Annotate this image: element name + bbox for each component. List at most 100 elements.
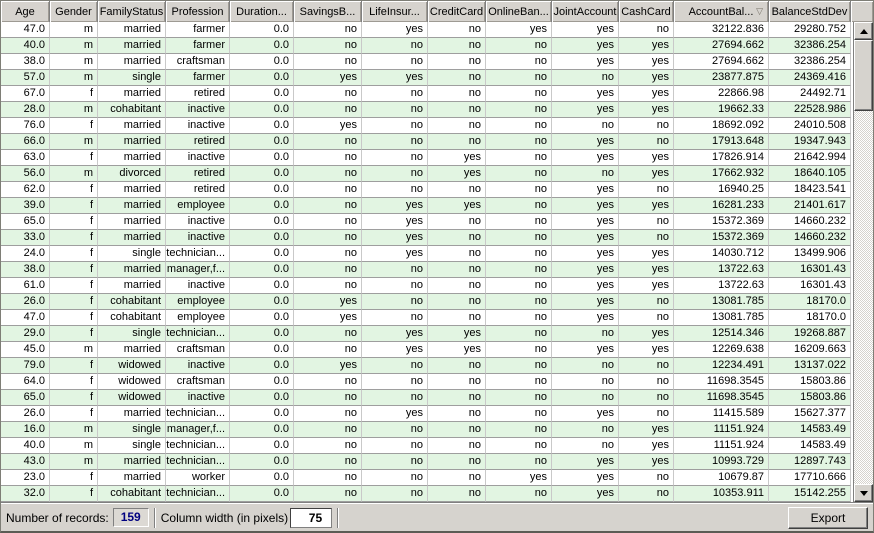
cell[interactable]: no [362,422,428,438]
cell[interactable]: 0.0 [230,390,294,406]
cell[interactable]: 16.0 [1,422,50,438]
cell[interactable]: 0.0 [230,182,294,198]
cell[interactable]: 39.0 [1,198,50,214]
cell[interactable]: no [428,278,486,294]
cell[interactable]: married [98,198,166,214]
cell[interactable]: 24010.508 [769,118,851,134]
cell[interactable]: yes [619,102,674,118]
cell[interactable]: 12269.638 [674,342,769,358]
cell[interactable]: 13499.906 [769,246,851,262]
cell[interactable]: retired [166,86,230,102]
cell[interactable]: 47.0 [1,310,50,326]
cell[interactable]: 19347.943 [769,134,851,150]
cell[interactable]: no [294,150,362,166]
column-header-accountbal[interactable]: AccountBal... ▽ [674,1,769,22]
cell[interactable]: no [619,22,674,38]
column-header-gender[interactable]: Gender [50,1,98,22]
cell[interactable]: no [362,134,428,150]
vertical-scrollbar[interactable] [853,22,873,502]
cell[interactable]: no [294,230,362,246]
cell[interactable]: no [294,38,362,54]
cell[interactable]: yes [619,86,674,102]
cell[interactable]: 17826.914 [674,150,769,166]
cell[interactable]: yes [552,342,619,358]
cell[interactable]: 16209.663 [769,342,851,358]
cell[interactable]: 0.0 [230,86,294,102]
cell[interactable]: no [486,198,552,214]
table-row[interactable]: 26.0 f cohabitant employee 0.0 yes no no no yes no… [1,294,851,310]
cell[interactable]: no [362,310,428,326]
cell[interactable]: 0.0 [230,150,294,166]
cell[interactable]: married [98,454,166,470]
column-header-jointaccount[interactable]: JointAccount [552,1,619,22]
cell[interactable]: married [98,182,166,198]
cell[interactable]: no [294,406,362,422]
cell[interactable]: 23.0 [1,470,50,486]
cell[interactable]: no [294,102,362,118]
cell[interactable]: 17710.666 [769,470,851,486]
cell[interactable]: no [428,70,486,86]
cell[interactable]: f [50,278,98,294]
cell[interactable]: no [486,342,552,358]
cell[interactable]: 11698.3545 [674,390,769,406]
cell[interactable]: no [294,166,362,182]
cell[interactable]: 0.0 [230,438,294,454]
cell[interactable]: no [294,342,362,358]
cell[interactable]: married [98,278,166,294]
cell[interactable]: no [428,454,486,470]
export-button[interactable]: Export [788,506,868,529]
cell[interactable]: f [50,374,98,390]
cell[interactable]: no [619,390,674,406]
cell[interactable]: no [362,150,428,166]
cell[interactable]: 18423.541 [769,182,851,198]
cell[interactable]: no [362,438,428,454]
cell[interactable]: inactive [166,358,230,374]
cell[interactable]: inactive [166,214,230,230]
cell[interactable]: 15627.377 [769,406,851,422]
cell[interactable]: 13081.785 [674,310,769,326]
cell[interactable]: no [428,102,486,118]
cell[interactable]: f [50,406,98,422]
cell[interactable]: widowed [98,358,166,374]
cell[interactable]: f [50,486,98,502]
cell[interactable]: no [486,54,552,70]
cell[interactable]: yes [486,470,552,486]
cell[interactable]: no [428,22,486,38]
cell[interactable]: no [362,118,428,134]
cell[interactable]: f [50,118,98,134]
cell[interactable]: 61.0 [1,278,50,294]
cell[interactable]: married [98,118,166,134]
cell[interactable]: no [428,214,486,230]
cell[interactable]: 12897.743 [769,454,851,470]
table-row[interactable]: 43.0 m married technician... 0.0 no no no no yes y… [1,454,851,470]
cell[interactable]: 0.0 [230,374,294,390]
cell[interactable]: yes [362,246,428,262]
cell[interactable]: no [486,166,552,182]
cell[interactable]: divorced [98,166,166,182]
cell[interactable]: no [428,358,486,374]
cell[interactable]: 32122.836 [674,22,769,38]
cell[interactable]: f [50,214,98,230]
cell[interactable]: no [486,102,552,118]
cell[interactable]: yes [619,438,674,454]
cell[interactable]: no [294,326,362,342]
column-header-lifeinsur[interactable]: LifeInsur... [362,1,428,22]
cell[interactable]: yes [552,182,619,198]
cell[interactable]: yes [619,70,674,86]
cell[interactable]: widowed [98,390,166,406]
cell[interactable]: yes [362,342,428,358]
cell[interactable]: f [50,150,98,166]
cell[interactable]: no [619,134,674,150]
cell[interactable]: no [428,470,486,486]
cell[interactable]: no [486,246,552,262]
cell[interactable]: no [362,294,428,310]
column-header-onlineban[interactable]: OnlineBan... [486,1,552,22]
cell[interactable]: no [552,390,619,406]
table-row[interactable]: 47.0 m married farmer 0.0 no yes no yes yes no 3212… [1,22,851,38]
cell[interactable]: yes [619,246,674,262]
cell[interactable]: no [362,374,428,390]
cell[interactable]: no [619,214,674,230]
cell[interactable]: f [50,294,98,310]
cell[interactable]: 14583.49 [769,422,851,438]
cell[interactable]: 24.0 [1,246,50,262]
